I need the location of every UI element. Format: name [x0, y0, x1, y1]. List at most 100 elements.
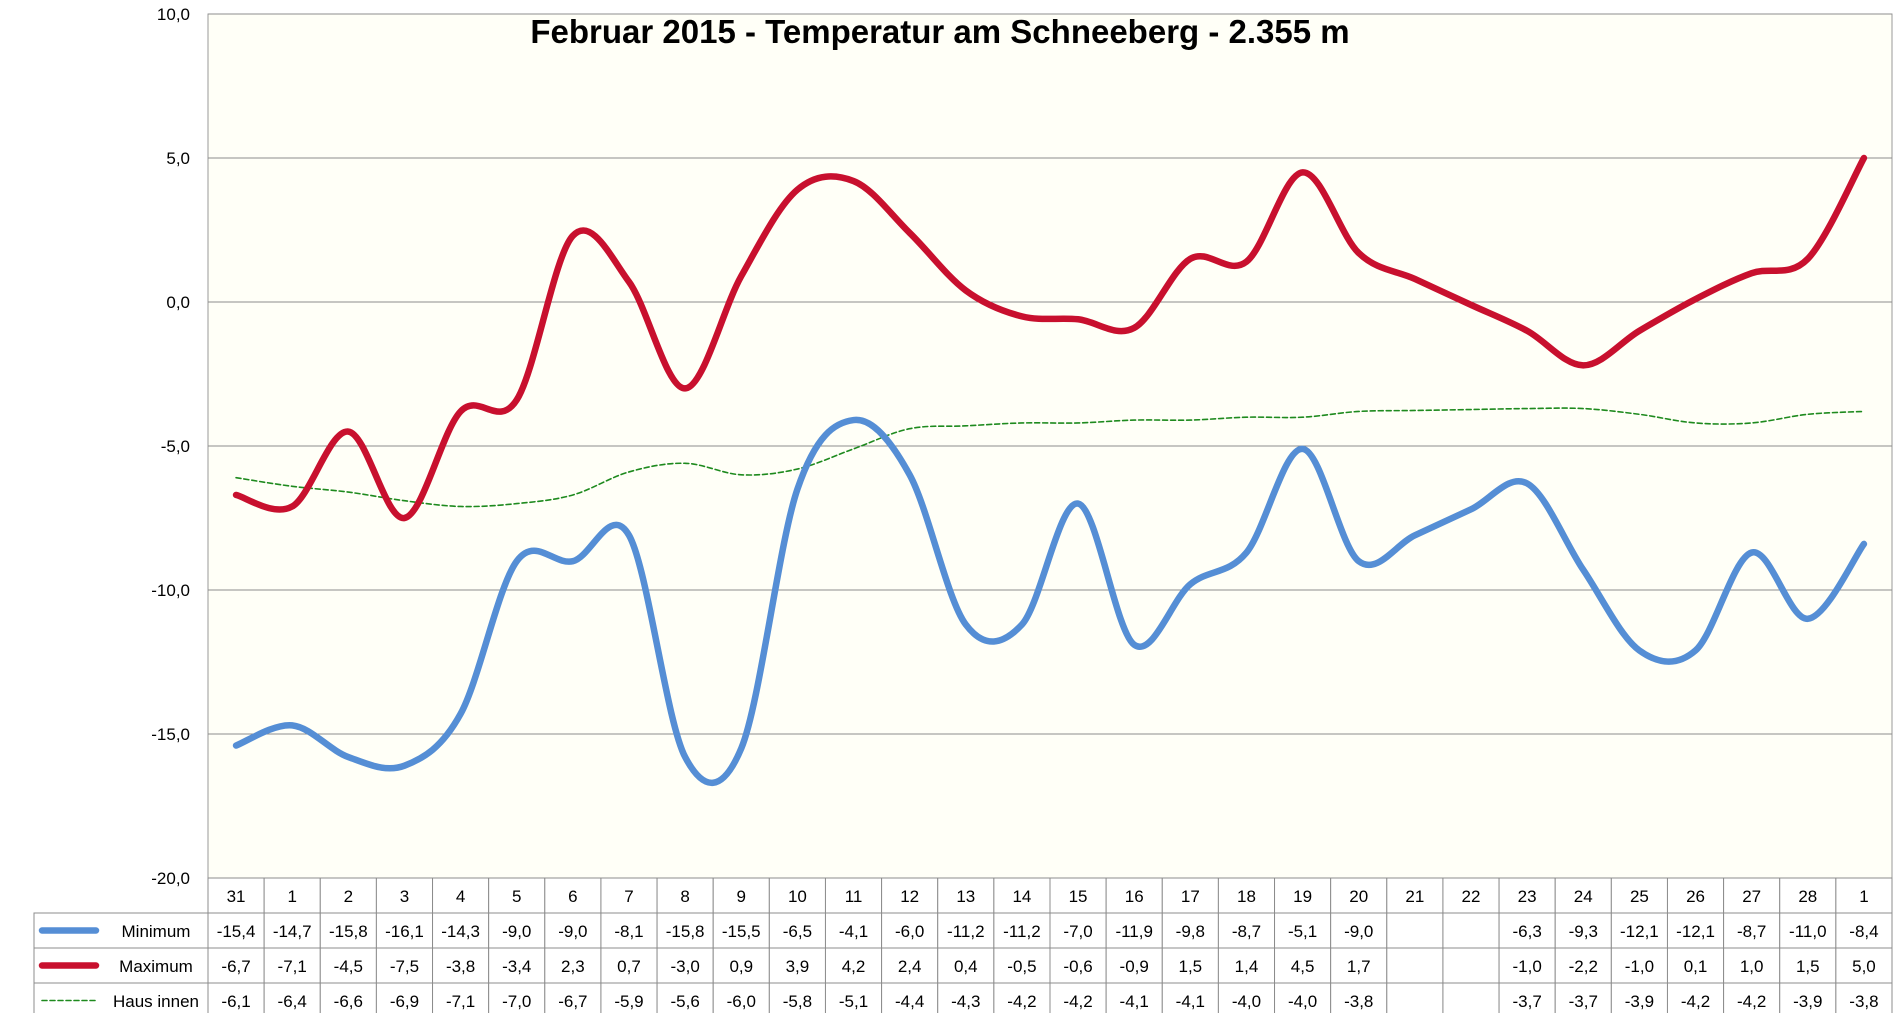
- series-line-haus-innen: [235, 407, 1865, 508]
- data-label: -4,1: [1120, 992, 1149, 1011]
- table-cell: [1105, 982, 1163, 1013]
- y-tick-label: -5,0: [161, 437, 190, 456]
- table-cell: [544, 947, 602, 984]
- table-cell: [263, 947, 321, 984]
- table-cell: [488, 982, 546, 1013]
- data-label: 1,0: [1740, 957, 1764, 976]
- table-cell: [375, 947, 434, 984]
- table-cell: [1161, 982, 1219, 1013]
- x-category-label: 18: [1237, 887, 1256, 906]
- table-header-cell: [1442, 877, 1500, 914]
- data-label: -15,8: [666, 922, 705, 941]
- data-label: -8,4: [1849, 922, 1878, 941]
- data-label: -15,4: [217, 922, 256, 941]
- table-cell: [544, 982, 602, 1013]
- table-cell: [937, 982, 995, 1013]
- table-cell: [712, 912, 770, 949]
- data-label: -12,1: [1676, 922, 1715, 941]
- y-tick-label: -10,0: [151, 581, 190, 600]
- data-label: -15,5: [722, 922, 761, 941]
- data-label: -4,0: [1288, 992, 1317, 1011]
- data-label: -9,3: [1569, 922, 1598, 941]
- table-cell: [1217, 912, 1276, 949]
- legend-label: Minimum: [122, 922, 191, 941]
- table-cell: [207, 947, 265, 984]
- table-cell: [1105, 912, 1163, 949]
- data-label: -5,1: [1288, 922, 1317, 941]
- data-label: 4,5: [1291, 957, 1315, 976]
- table-cell: [1330, 912, 1388, 949]
- data-label: -4,2: [1063, 992, 1092, 1011]
- x-category-label: 22: [1462, 887, 1481, 906]
- data-table: 31 1 2 3 4 5 6 7 8 9 10 11 12 13 14 15 16 17 18 19 20 21 22 23 2…: [33, 877, 1893, 1013]
- x-category-label: 7: [624, 887, 633, 906]
- x-category-label: 20: [1349, 887, 1368, 906]
- data-label: -4,2: [1737, 992, 1766, 1011]
- data-label: -11,2: [947, 922, 985, 941]
- table-cell: [1386, 982, 1444, 1013]
- data-label: 0,1: [1684, 957, 1708, 976]
- data-label: -3,0: [670, 957, 699, 976]
- data-label: -7,5: [390, 957, 419, 976]
- y-tick-label: -15,0: [151, 725, 190, 744]
- x-category-label: 4: [456, 887, 465, 906]
- table-cell: [824, 982, 883, 1013]
- x-category-label: 10: [788, 887, 807, 906]
- x-category-label: 1: [287, 887, 296, 906]
- legend-label: Maximum: [119, 957, 193, 976]
- table-cell: [319, 947, 377, 984]
- table-cell: [1049, 947, 1107, 984]
- x-category-label: 15: [1069, 887, 1088, 906]
- table-cell: [1835, 982, 1893, 1013]
- data-label: 3,9: [786, 957, 810, 976]
- table-header-cell: [1161, 877, 1219, 914]
- data-label: -11,9: [1115, 922, 1153, 941]
- series-line-maximum: [232, 154, 1868, 522]
- data-label: -14,7: [273, 922, 312, 941]
- data-label: -4,2: [1681, 992, 1710, 1011]
- x-category-label: 19: [1293, 887, 1312, 906]
- table-header-cell: [207, 877, 265, 914]
- table-cell: [1723, 982, 1781, 1013]
- table-cell: [1442, 947, 1500, 984]
- table-cell: [712, 947, 770, 984]
- table-cell: [712, 982, 770, 1013]
- data-label: -7,0: [502, 992, 531, 1011]
- data-label: -7,1: [446, 992, 475, 1011]
- table-cell: [600, 947, 658, 984]
- data-label: 1,5: [1796, 957, 1820, 976]
- x-category-label: 21: [1405, 887, 1424, 906]
- table-cell: [1498, 912, 1556, 949]
- x-category-label: 9: [737, 887, 746, 906]
- data-label: -6,7: [221, 957, 250, 976]
- x-category-label: 17: [1181, 887, 1200, 906]
- x-category-label: 27: [1742, 887, 1761, 906]
- data-label: -0,6: [1063, 957, 1092, 976]
- data-label: -4,4: [895, 992, 924, 1011]
- data-label: 1,5: [1179, 957, 1203, 976]
- table-cell: [1835, 912, 1893, 949]
- table-cell: [1723, 947, 1781, 984]
- data-label: -9,0: [502, 922, 531, 941]
- table-cell: [656, 947, 714, 984]
- table-cell: [488, 947, 546, 984]
- data-label: -6,3: [1512, 922, 1541, 941]
- data-label: 0,7: [617, 957, 641, 976]
- table-cell: [881, 912, 939, 949]
- data-label: -4,1: [1176, 992, 1205, 1011]
- x-category-label: 12: [900, 887, 919, 906]
- data-label: -3,8: [1344, 992, 1373, 1011]
- data-label: -1,0: [1625, 957, 1654, 976]
- y-tick-label: -20,0: [151, 869, 190, 888]
- table-cell: [824, 912, 883, 949]
- x-category-label: 1: [1859, 887, 1868, 906]
- table-cell: [1386, 947, 1444, 984]
- table-cell: [1610, 982, 1668, 1013]
- data-label: -1,0: [1512, 957, 1541, 976]
- x-category-label: 25: [1630, 887, 1649, 906]
- data-label: -11,0: [1789, 922, 1827, 941]
- table-cell: [993, 912, 1051, 949]
- x-category-label: 8: [680, 887, 689, 906]
- data-label: -8,7: [1737, 922, 1766, 941]
